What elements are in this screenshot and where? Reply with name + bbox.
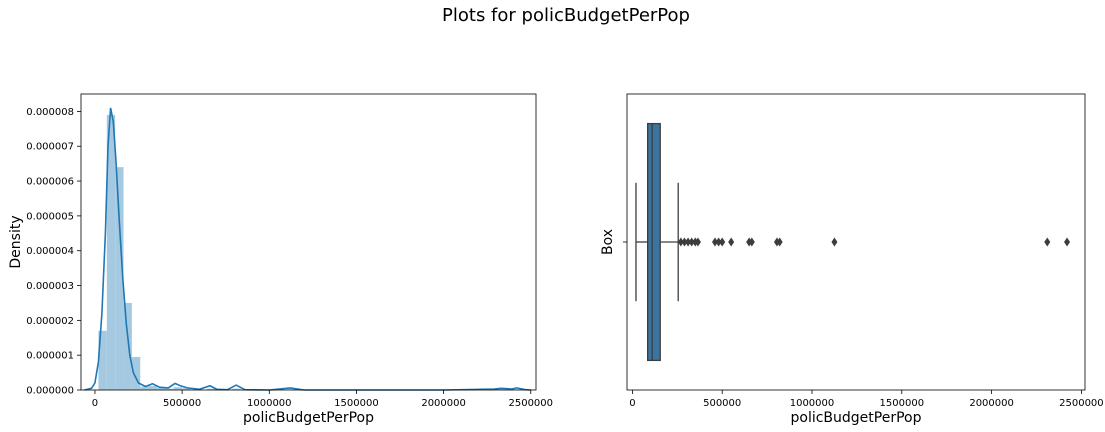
y-tick-label: 0.000004	[26, 246, 74, 257]
left-x-axis-label: policBudgetPerPop	[243, 410, 374, 426]
outlier-point	[712, 237, 719, 247]
histogram-bar	[207, 388, 216, 390]
x-tick-label: 0	[92, 398, 98, 409]
x-tick-label: 2000000	[421, 398, 466, 409]
x-tick-label: 2000000	[969, 398, 1014, 409]
kde-curve	[84, 107, 531, 391]
box-plot	[635, 122, 679, 362]
histogram-bar	[173, 387, 183, 390]
box-plot-chart: 0 500000 1000000 1500000 2000000 2500000 Box …	[600, 93, 1104, 426]
x-tick-label: 0	[629, 398, 635, 409]
outlier-point	[776, 237, 783, 247]
histogram-bar	[165, 388, 174, 390]
x-tick-label: 500000	[703, 398, 741, 409]
x-tick-label: 1000000	[790, 398, 835, 409]
histogram-bar	[123, 302, 132, 390]
outlier-point	[685, 237, 692, 247]
outlier-point	[694, 237, 701, 247]
right-y-ticks: Box	[600, 229, 627, 255]
y-tick-label: 0.000003	[26, 281, 74, 292]
outlier-point	[715, 237, 722, 247]
outlier-point	[1044, 237, 1051, 247]
histogram-bar	[148, 385, 158, 390]
histogram-bars	[98, 114, 522, 391]
y-tick-label: 0.000005	[26, 211, 74, 222]
y-tick-label: 0.000008	[26, 107, 74, 118]
outlier-point	[728, 237, 735, 247]
histogram-bar	[106, 114, 116, 391]
y-tick-label: 0.000000	[26, 386, 74, 397]
right-x-axis-label: policBudgetPerPop	[791, 410, 922, 426]
left-y-ticks: 0.000000 0.000001 0.000002 0.000003 0.000004…	[26, 107, 81, 397]
outlier-point	[831, 237, 838, 247]
histogram-bar	[140, 386, 149, 390]
right-y-tick-label: Box	[600, 229, 616, 255]
y-tick-label: 0.000001	[26, 351, 74, 362]
box-iqr	[647, 122, 661, 362]
x-tick-label: 1500000	[334, 398, 379, 409]
right-x-ticks: 0 500000 1000000 1500000 2000000 2500000	[629, 390, 1104, 409]
left-plot-frame	[80, 93, 537, 391]
outlier-point	[688, 237, 695, 247]
box-outliers	[677, 237, 1071, 247]
left-x-ticks: 0 500000 1000000 1500000 2000000 2500000	[92, 390, 553, 409]
x-tick-label: 500000	[163, 398, 201, 409]
outlier-point	[681, 237, 688, 247]
outlier-point	[1064, 237, 1071, 247]
x-tick-label: 1500000	[880, 398, 925, 409]
histogram-kde-chart: 0 500000 1000000 1500000 2000000 2500000 0.00…	[8, 93, 553, 426]
histogram-bar	[131, 356, 141, 390]
outlier-point	[677, 237, 684, 247]
figure-title: Plots for policBudgetPerPop	[442, 5, 690, 26]
histogram-bar	[98, 330, 107, 390]
x-tick-label: 1000000	[247, 398, 292, 409]
outlier-point	[719, 237, 726, 247]
histogram-bar	[157, 387, 166, 390]
x-tick-label: 2500000	[1059, 398, 1104, 409]
y-tick-label: 0.000002	[26, 316, 74, 327]
histogram-bar	[182, 388, 191, 390]
y-tick-label: 0.000006	[26, 177, 74, 188]
y-tick-label: 0.000007	[26, 142, 74, 153]
left-y-axis-label: Density	[8, 215, 24, 268]
outlier-point	[748, 237, 755, 247]
histogram-bar	[115, 167, 124, 390]
x-tick-label: 2500000	[508, 398, 553, 409]
histogram-bar	[232, 388, 241, 390]
